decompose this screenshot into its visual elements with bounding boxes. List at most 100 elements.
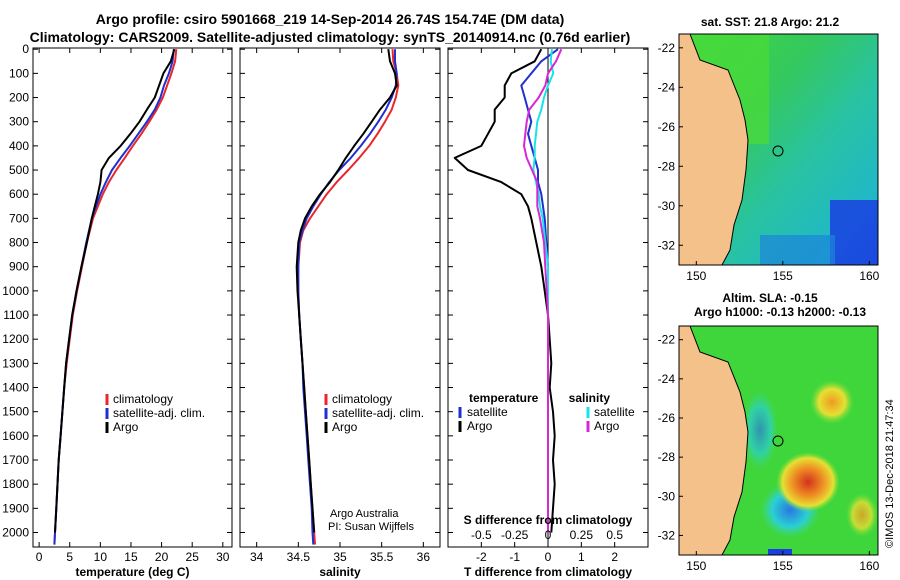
y-tick-label: 0 <box>22 42 29 56</box>
map-y-tick-label: -28 <box>658 159 676 173</box>
map-y-tick-label: -22 <box>658 41 676 55</box>
map-y-tick-label: -30 <box>658 199 676 213</box>
x2-tick-label: -0.25 <box>501 528 529 542</box>
profile-panel-2: 34 34.5 35 35.5 36 salinity <box>239 47 441 579</box>
x-tick-label: 35.5 <box>370 550 394 564</box>
x-tick-label: 1 <box>578 550 585 564</box>
x2-tick-label: 0.25 <box>570 528 594 542</box>
y-tick-label: 1300 <box>2 356 29 370</box>
x-tick-label: 35 <box>333 550 347 564</box>
panel-frame <box>239 47 441 548</box>
y-tick-label: 1100 <box>3 308 29 322</box>
legend-label: climatology <box>113 392 173 406</box>
x-axis-label: temperature (deg C) <box>75 565 189 579</box>
x-tick-label: 34 <box>250 550 264 564</box>
map-y-tick-label: -24 <box>658 80 676 94</box>
map-y-tick-label: -22 <box>658 333 676 347</box>
y-tick-label: 400 <box>9 139 29 153</box>
y-tick-label: 1200 <box>2 332 29 346</box>
map-y-tick-label: -26 <box>658 120 676 134</box>
x-axis-label: T difference from climatology <box>464 565 632 579</box>
map-y-tick-label: -24 <box>658 372 676 386</box>
series-temperature-argo <box>453 48 556 533</box>
panel-frame <box>32 47 233 548</box>
x-tick-label: 5 <box>66 550 73 564</box>
profile-panel-1: 0 5 10 15 20 25 30 temperature (deg C) 0 100 200 30… <box>2 42 233 579</box>
y-tick-label: 300 <box>9 115 29 129</box>
x-tick-label: 0 <box>36 550 43 564</box>
x-tick-label: 30 <box>216 550 230 564</box>
sst-map: sat. SST: 21.8 Argo: 21.2 150 155 160 -22 -2… <box>658 15 880 283</box>
y-tick-label: 1900 <box>2 501 29 515</box>
sla-land <box>679 326 749 555</box>
map-y-tick-label: -32 <box>658 528 676 542</box>
x-tick-label: 20 <box>155 550 169 564</box>
map-x-tick-label: 160 <box>859 269 879 283</box>
y-tick-label: 600 <box>9 187 29 201</box>
sla-map-subtitle: Argo h1000: -0.13 h2000: -0.13 <box>694 305 866 319</box>
x-tick-label: 36 <box>417 550 431 564</box>
x-tick-label: 2 <box>611 550 618 564</box>
legend-label: climatology <box>332 392 392 406</box>
y-tick-label: 100 <box>9 66 29 80</box>
y-tick-label: 200 <box>9 91 29 105</box>
y-tick-label: 1700 <box>2 453 29 467</box>
sst-cold-patch <box>830 200 878 265</box>
x2-axis-label: S difference from climatology <box>464 513 633 527</box>
y-tick-label: 900 <box>9 260 29 274</box>
sla-cold-eddy-2 <box>742 390 778 470</box>
x-tick-label: 34.5 <box>287 550 311 564</box>
y-tick-label: 1500 <box>2 405 29 419</box>
panel-labels: Argo Australia PI: Susan Wijffels ©IMOS … <box>328 399 896 548</box>
watermark: ©IMOS 13-Dec-2018 21:47:34 <box>884 399 896 548</box>
argo-australia-label: Argo Australia <box>330 508 399 520</box>
sla-map-title: Altim. SLA: -0.15 <box>722 291 818 305</box>
map-x-tick-label: 160 <box>859 559 879 573</box>
x2-tick-label: 0 <box>545 528 552 542</box>
sla-warm-eddy <box>776 452 840 512</box>
y-tick-label: 1000 <box>2 284 29 298</box>
series-salinity-argo <box>523 48 563 533</box>
figure-title-line-1: Argo profile: csiro 5901668_219 14-Sep-2… <box>95 11 565 27</box>
sst-cold-patch-2 <box>760 235 835 265</box>
x2-tick-label: 0.5 <box>606 528 623 542</box>
map-y-tick-label: -32 <box>658 238 676 252</box>
sla-map: Altim. SLA: -0.15 Argo h1000: -0.13 h200… <box>658 291 880 573</box>
y-tick-label: 2000 <box>2 526 29 540</box>
sst-land <box>679 34 749 265</box>
map-x-tick-label: 155 <box>773 559 793 573</box>
legend-label: satellite <box>594 405 635 419</box>
x-tick-label: -2 <box>476 550 487 564</box>
x-tick-label: -1 <box>509 550 520 564</box>
map-y-tick-label: -28 <box>658 450 676 464</box>
series-argo <box>54 48 176 533</box>
legend-group-title: salinity <box>569 391 611 405</box>
argo-position-marker-2 <box>772 435 784 447</box>
figure-title-line-2: Climatology: CARS2009. Satellite-adjuste… <box>29 29 631 45</box>
legend-group-title: temperature <box>469 391 539 405</box>
y-tick-label: 700 <box>9 211 29 225</box>
x-tick-label: 15 <box>124 550 138 564</box>
y-tick-label: 1400 <box>2 381 29 395</box>
y-tick-label: 1600 <box>2 429 29 443</box>
sla-map-frame <box>678 325 879 556</box>
x-tick-label: 25 <box>186 550 200 564</box>
legend-label: satellite <box>467 405 508 419</box>
x-tick-label: 0 <box>545 550 552 564</box>
x2-tick-label: -0.5 <box>471 528 492 542</box>
y-tick-label: 800 <box>9 236 29 250</box>
sla-warm-eddy-2 <box>810 380 854 424</box>
sla-warm-eddy-3 <box>846 493 878 537</box>
sst-map-title: sat. SST: 21.8 Argo: 21.2 <box>701 15 840 29</box>
map-x-tick-label: 150 <box>686 269 706 283</box>
map-x-tick-label: 155 <box>773 269 793 283</box>
x-tick-label: 10 <box>94 550 108 564</box>
legend-label: Argo <box>332 420 358 434</box>
argo-position-marker <box>772 145 784 157</box>
map-y-tick-label: -26 <box>658 411 676 425</box>
y-tick-label: 500 <box>9 163 29 177</box>
sla-blue-band <box>768 549 792 555</box>
legend-label: Argo <box>594 419 620 433</box>
